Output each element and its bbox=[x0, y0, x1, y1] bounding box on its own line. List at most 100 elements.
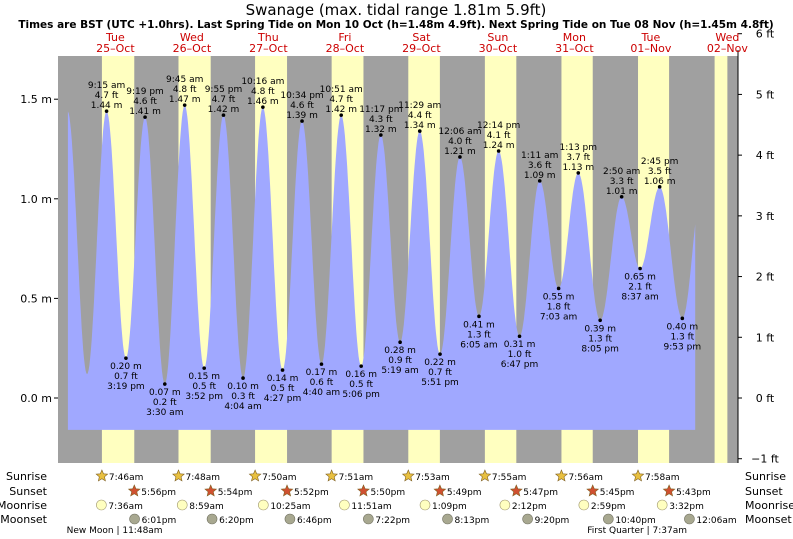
left-tick-label: 1.0 m bbox=[20, 193, 52, 206]
tide-metres: 1.01 m bbox=[606, 187, 638, 197]
tide-feet: 1.3 ft bbox=[588, 334, 612, 344]
tide-time: 9:19 pm bbox=[126, 87, 164, 97]
tide-metres: 1.24 m bbox=[483, 141, 515, 151]
sunrise-time: 7:51am bbox=[339, 473, 374, 483]
tide-time: 11:29 am bbox=[398, 101, 441, 111]
tide-metres: 0.16 m bbox=[345, 370, 377, 380]
tide-point bbox=[680, 316, 685, 321]
row-label-right: Moonrise bbox=[745, 499, 793, 512]
tide-time: 4:27 pm bbox=[264, 394, 302, 404]
tide-time: 3:30 am bbox=[146, 408, 183, 418]
tide-metres: 0.31 m bbox=[504, 340, 536, 350]
tide-metres: 1.34 m bbox=[404, 121, 436, 131]
sunrise-time: 7:58am bbox=[645, 473, 680, 483]
moonrise-icon bbox=[339, 499, 350, 511]
tide-point bbox=[556, 286, 561, 291]
tide-point bbox=[221, 113, 226, 117]
day-date: 01–Nov bbox=[630, 42, 671, 55]
tide-metres: 1.41 m bbox=[129, 107, 161, 117]
tide-feet: 0.9 ft bbox=[388, 356, 412, 366]
tide-point bbox=[657, 185, 662, 189]
tide-feet: 1.3 ft bbox=[670, 332, 694, 342]
tide-metres: 1.47 m bbox=[169, 95, 201, 105]
tide-metres: 0.07 m bbox=[149, 388, 181, 398]
sunset-time: 5:43pm bbox=[676, 488, 711, 498]
row-label-right: Sunrise bbox=[745, 470, 786, 483]
tide-point bbox=[124, 356, 128, 360]
moonrise-icon bbox=[578, 499, 590, 511]
tide-feet: 0.7 ft bbox=[114, 372, 138, 382]
tide-feet: 3.3 ft bbox=[610, 177, 634, 187]
tide-time: 8:05 pm bbox=[581, 344, 619, 354]
tide-metres: 0.15 m bbox=[188, 372, 220, 382]
tide-time: 9:45 am bbox=[166, 75, 203, 85]
tide-point bbox=[143, 115, 147, 119]
row-label-left: Sunrise bbox=[6, 470, 47, 483]
tide-feet: 4.6 ft bbox=[133, 97, 157, 107]
row-label-left: Sunset bbox=[9, 485, 47, 498]
row-label-left: Moonrise bbox=[0, 499, 47, 512]
moonrise-icon bbox=[96, 499, 107, 511]
tide-point bbox=[598, 318, 602, 323]
tide-metres: 0.10 m bbox=[227, 382, 259, 392]
tide-time: 10:16 am bbox=[241, 77, 284, 87]
moonset-icon bbox=[684, 513, 695, 525]
sunset-time: 5:45pm bbox=[600, 488, 635, 498]
sunset-time: 5:49pm bbox=[447, 488, 482, 498]
sunrise-time: 7:46am bbox=[109, 473, 144, 483]
moonrise-time: 3:32pm bbox=[669, 502, 704, 512]
sunset-time: 5:56pm bbox=[141, 488, 176, 498]
sunset-time: 5:50pm bbox=[370, 488, 405, 498]
tide-point bbox=[417, 129, 422, 133]
sunrise-star-icon bbox=[631, 469, 645, 482]
tide-feet: 4.4 ft bbox=[408, 111, 432, 121]
chart-subtitle: Times are BST (UTC +1.0hrs). Last Spring… bbox=[18, 19, 773, 31]
moonset-time: 9:20pm bbox=[535, 516, 570, 526]
day-date: 25–Oct bbox=[96, 42, 135, 55]
moonset-time: 7:22pm bbox=[375, 516, 410, 526]
tide-time: 7:03 am bbox=[540, 312, 577, 322]
moonrise-time: 2:12pm bbox=[512, 502, 547, 512]
tide-metres: 1.44 m bbox=[91, 101, 123, 111]
tide-point bbox=[398, 340, 402, 345]
tide-feet: 4.7 ft bbox=[329, 95, 353, 105]
tide-feet: 3.7 ft bbox=[566, 153, 590, 163]
moonrise-time: 1:09pm bbox=[432, 502, 467, 512]
day-name: Sun bbox=[487, 31, 508, 44]
tide-point bbox=[496, 149, 501, 153]
row-label-right: Moonset bbox=[745, 513, 792, 526]
tide-point bbox=[619, 195, 624, 199]
day-name: Tue bbox=[640, 31, 660, 44]
tide-time: 2:45 pm bbox=[641, 157, 679, 167]
day-date: 31–Oct bbox=[555, 42, 594, 55]
tide-feet: 0.5 ft bbox=[192, 382, 216, 392]
tide-metres: 1.42 m bbox=[208, 105, 240, 115]
sunrise-star-icon bbox=[401, 469, 415, 482]
moonset-icon bbox=[129, 513, 140, 525]
tide-metres: 0.39 m bbox=[584, 324, 616, 334]
right-tick-label: 5 ft bbox=[756, 88, 775, 101]
sunset-star-icon bbox=[509, 484, 523, 497]
tide-feet: 0.3 ft bbox=[231, 392, 255, 402]
tide-metres: 1.21 m bbox=[444, 147, 476, 157]
tide-feet: 0.7 ft bbox=[428, 368, 452, 378]
tide-feet: 0.5 ft bbox=[271, 384, 295, 394]
tide-feet: 1.3 ft bbox=[467, 330, 491, 340]
day-date: 30–Oct bbox=[479, 42, 518, 55]
sunset-time: 5:52pm bbox=[294, 488, 329, 498]
tide-point bbox=[319, 362, 324, 366]
tide-point bbox=[517, 334, 522, 339]
day-name: Sat bbox=[412, 31, 431, 44]
sunrise-star-icon bbox=[95, 469, 109, 482]
tide-time: 9:15 am bbox=[88, 81, 125, 91]
left-tick-label: 0.5 m bbox=[20, 292, 52, 305]
tide-point bbox=[104, 109, 109, 113]
tide-feet: 3.6 ft bbox=[528, 161, 552, 171]
tide-metres: 1.39 m bbox=[286, 111, 318, 121]
moon-phase-new: New Moon | 11:48am bbox=[67, 526, 163, 536]
tide-metres: 0.65 m bbox=[624, 273, 656, 283]
moon-phase-first-quarter: First Quarter | 7:37am bbox=[587, 526, 687, 536]
tide-time: 9:55 pm bbox=[205, 85, 243, 95]
tide-point bbox=[182, 103, 187, 107]
sunrise-time: 7:50am bbox=[262, 473, 297, 483]
